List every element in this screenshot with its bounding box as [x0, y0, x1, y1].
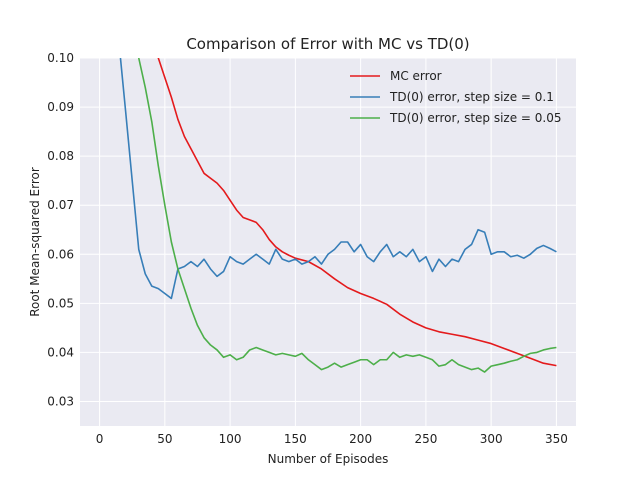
grid [80, 57, 576, 426]
legend-label-0: MC error [390, 69, 442, 83]
x-tick-label: 0 [96, 432, 104, 446]
x-tick-label: 100 [219, 432, 242, 446]
y-tick-label: 0.04 [47, 345, 74, 359]
series-line-2 [137, 58, 557, 373]
x-tick-label: 150 [284, 432, 307, 446]
plot-area [80, 58, 576, 426]
y-tick-labels: 0.03 0.04 0.05 0.06 0.07 0.08 0.09 0.10 [47, 51, 74, 408]
y-axis-label: Root Mean-squared Error [28, 167, 42, 317]
y-tick-label: 0.06 [47, 247, 74, 261]
series-line-0 [157, 58, 557, 367]
y-tick-label: 0.07 [47, 198, 74, 212]
series-line-1 [119, 58, 557, 300]
legend: MC error TD(0) error, step size = 0.1 TD(0… [350, 69, 562, 125]
x-tick-label: 300 [480, 432, 503, 446]
legend-label-1: TD(0) error, step size = 0.1 [389, 90, 554, 104]
chart-title: Comparison of Error with MC vs TD(0) [186, 35, 469, 53]
y-tick-label: 0.08 [47, 149, 74, 163]
legend-label-2: TD(0) error, step size = 0.05 [389, 111, 562, 125]
x-tick-label: 200 [349, 432, 372, 446]
series-layer [119, 58, 557, 373]
y-tick-label: 0.09 [47, 100, 74, 114]
x-tick-label: 50 [157, 432, 172, 446]
y-tick-label: 0.03 [47, 394, 74, 408]
y-tick-label: 0.10 [47, 51, 74, 65]
y-tick-label: 0.05 [47, 296, 74, 310]
x-tick-labels: 0 50 100 150 200 250 300 350 [96, 432, 568, 446]
x-axis-label: Number of Episodes [268, 452, 389, 466]
x-tick-label: 350 [545, 432, 568, 446]
x-tick-label: 250 [414, 432, 437, 446]
